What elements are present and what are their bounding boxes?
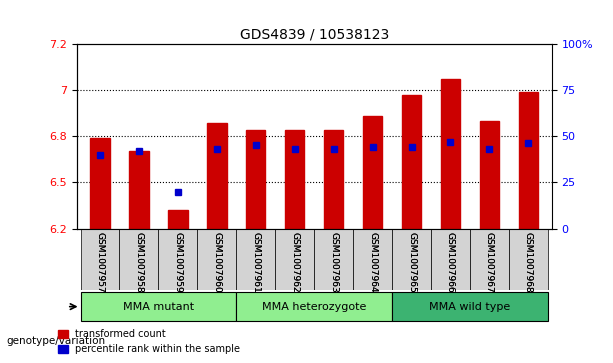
- FancyBboxPatch shape: [470, 229, 509, 290]
- FancyBboxPatch shape: [431, 229, 470, 290]
- Text: GSM1007966: GSM1007966: [446, 232, 455, 292]
- FancyBboxPatch shape: [80, 229, 120, 290]
- Text: GSM1007966: GSM1007966: [446, 232, 455, 292]
- Text: GSM1007961: GSM1007961: [251, 232, 261, 292]
- FancyBboxPatch shape: [314, 229, 353, 290]
- Bar: [441, 79, 460, 229]
- FancyBboxPatch shape: [392, 229, 431, 290]
- Text: GSM1007963: GSM1007963: [329, 232, 338, 292]
- Bar: [519, 91, 538, 229]
- Text: GSM1007967: GSM1007967: [485, 232, 494, 292]
- Bar: [402, 95, 421, 229]
- Bar: [246, 130, 265, 229]
- Bar: [479, 121, 499, 229]
- Text: MMA wild type: MMA wild type: [429, 302, 511, 311]
- Legend: transformed count, percentile rank within the sample: transformed count, percentile rank withi…: [54, 326, 244, 358]
- Text: GSM1007968: GSM1007968: [524, 232, 533, 292]
- FancyBboxPatch shape: [509, 229, 548, 290]
- Text: GSM1007959: GSM1007959: [173, 232, 183, 292]
- Text: GSM1007964: GSM1007964: [368, 232, 377, 292]
- Text: GSM1007958: GSM1007958: [134, 232, 143, 292]
- Text: GSM1007958: GSM1007958: [134, 232, 143, 292]
- Text: GSM1007965: GSM1007965: [407, 232, 416, 292]
- FancyBboxPatch shape: [275, 229, 314, 290]
- Bar: [324, 130, 343, 229]
- Text: GSM1007965: GSM1007965: [407, 232, 416, 292]
- FancyBboxPatch shape: [392, 292, 548, 321]
- Text: GSM1007957: GSM1007957: [96, 232, 104, 292]
- Text: GSM1007960: GSM1007960: [212, 232, 221, 292]
- Text: GSM1007960: GSM1007960: [212, 232, 221, 292]
- Text: GSM1007963: GSM1007963: [329, 232, 338, 292]
- Bar: [363, 116, 383, 229]
- FancyBboxPatch shape: [236, 292, 392, 321]
- Bar: [207, 123, 227, 229]
- Text: GSM1007962: GSM1007962: [290, 232, 299, 292]
- Text: MMA heterozygote: MMA heterozygote: [262, 302, 367, 311]
- Bar: [129, 151, 149, 229]
- Bar: [285, 130, 305, 229]
- FancyBboxPatch shape: [353, 229, 392, 290]
- Text: GSM1007964: GSM1007964: [368, 232, 377, 292]
- FancyBboxPatch shape: [158, 229, 197, 290]
- Text: GSM1007967: GSM1007967: [485, 232, 494, 292]
- Title: GDS4839 / 10538123: GDS4839 / 10538123: [240, 27, 389, 41]
- Bar: [90, 138, 110, 229]
- Bar: [168, 210, 188, 229]
- Text: GSM1007961: GSM1007961: [251, 232, 261, 292]
- Text: MMA mutant: MMA mutant: [123, 302, 194, 311]
- Text: GSM1007962: GSM1007962: [290, 232, 299, 292]
- FancyBboxPatch shape: [197, 229, 236, 290]
- Text: GSM1007959: GSM1007959: [173, 232, 183, 292]
- Text: GSM1007957: GSM1007957: [96, 232, 104, 292]
- FancyBboxPatch shape: [120, 229, 158, 290]
- FancyBboxPatch shape: [236, 229, 275, 290]
- Text: genotype/variation: genotype/variation: [6, 336, 105, 346]
- FancyBboxPatch shape: [80, 292, 236, 321]
- Text: GSM1007968: GSM1007968: [524, 232, 533, 292]
